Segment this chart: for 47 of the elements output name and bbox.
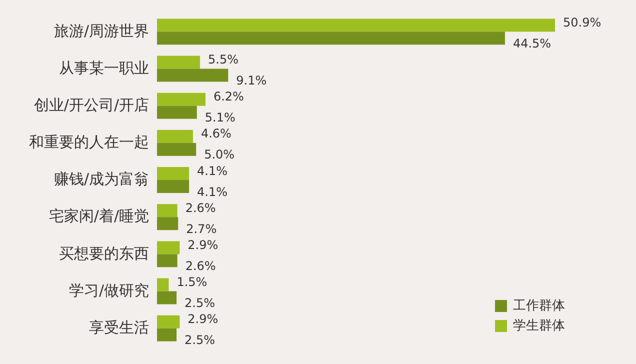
data-label: 5.5% [208, 52, 239, 67]
bar [157, 18, 555, 32]
y-tick-label: 买想要的东西 [59, 244, 149, 262]
y-tick-label: 从事某一职业 [59, 58, 149, 77]
data-label: 9.1% [236, 74, 267, 88]
bar [157, 315, 180, 328]
bar [157, 68, 228, 82]
data-label: 4.1% [197, 164, 228, 178]
bar [157, 167, 190, 180]
data-label: 2.5% [184, 296, 216, 310]
bar [157, 56, 200, 69]
data-label: 2.5% [184, 333, 216, 348]
y-tick-label: 赚钱/成为富翁 [54, 170, 149, 188]
bar [157, 278, 169, 292]
bar [157, 106, 197, 119]
data-label: 2.6% [185, 258, 216, 273]
data-label: 2.9% [188, 238, 218, 252]
y-tick-label: 学习/做研究 [68, 281, 149, 300]
data-label: 4.6% [200, 126, 232, 141]
data-label: 5.0% [204, 148, 235, 162]
bar [157, 241, 180, 254]
data-label: 44.5% [512, 36, 552, 50]
data-label: 1.5% [176, 275, 208, 290]
bar [157, 204, 178, 218]
data-label: 6.2% [213, 90, 244, 104]
bar [157, 130, 193, 143]
bar [157, 92, 206, 106]
legend-label: 学生群体 [513, 318, 565, 334]
y-tick-label: 和重要的人在一起 [29, 133, 149, 152]
y-tick-label: 旅游/周游世界 [54, 22, 149, 40]
data-label: 4.1% [197, 184, 228, 199]
data-label: 2.7% [186, 222, 217, 236]
bar [157, 32, 505, 45]
y-tick-label: 享受生活 [89, 318, 149, 336]
y-tick-label: 宅家闲/着/睡觉 [48, 207, 149, 226]
bar [157, 217, 178, 230]
data-label: 50.9% [563, 15, 602, 30]
bar [157, 254, 178, 268]
bar [157, 180, 190, 193]
legend-label: 工作群体 [513, 298, 565, 314]
bar [157, 291, 177, 304]
bar [157, 328, 177, 342]
data-label: 5.1% [204, 110, 236, 125]
data-label: 2.9% [188, 312, 218, 326]
bar [157, 142, 196, 156]
data-label: 2.6% [185, 200, 216, 215]
y-tick-label: 创业/开公司/开店 [34, 96, 149, 114]
